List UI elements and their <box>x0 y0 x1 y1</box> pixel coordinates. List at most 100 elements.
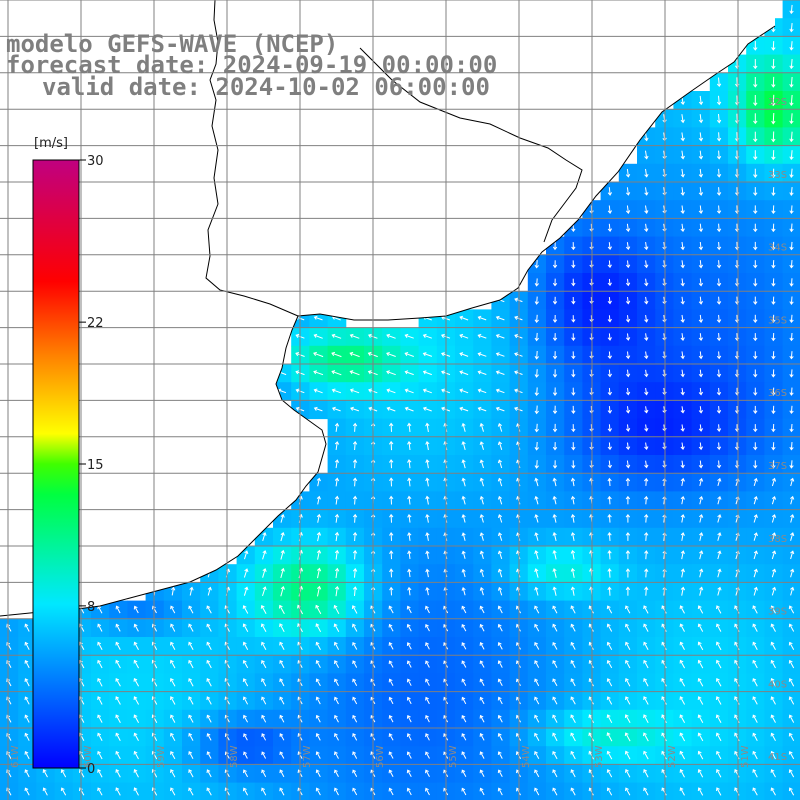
wind-arrow <box>607 513 612 523</box>
wind-arrow <box>770 605 776 614</box>
colorbar-tick-label: 15 <box>87 458 104 473</box>
wind-arrow <box>352 733 358 741</box>
wind-arrow <box>716 677 722 687</box>
wind-arrow <box>479 422 484 432</box>
wind-arrow <box>552 423 558 433</box>
wind-arrow <box>133 696 140 705</box>
wind-arrow <box>570 586 576 596</box>
wind-arrow <box>715 696 722 705</box>
wind-arrow <box>260 623 267 632</box>
wind-arrow <box>717 586 722 596</box>
wind-arrow <box>607 495 612 505</box>
wind-arrow <box>334 459 340 469</box>
wind-arrow <box>170 677 176 687</box>
wind-arrow <box>133 659 140 669</box>
wind-arrow <box>789 314 794 324</box>
lat-label: 32S <box>768 97 787 108</box>
wind-arrow <box>42 769 48 778</box>
wind-arrow <box>698 351 704 360</box>
wind-arrow <box>497 769 503 778</box>
wind-arrow <box>570 605 576 614</box>
wind-arrow <box>278 604 285 615</box>
wind-arrow <box>534 532 539 541</box>
wind-arrow <box>406 714 412 723</box>
wind-arrow <box>571 351 576 360</box>
wind-arrow <box>788 750 795 760</box>
wind-arrow <box>699 586 704 596</box>
wind-arrow <box>97 714 103 723</box>
wind-arrow <box>680 296 685 305</box>
wind-arrow <box>497 660 503 668</box>
wind-arrow <box>171 586 176 596</box>
wind-arrow <box>534 623 540 632</box>
wind-arrow <box>680 114 685 124</box>
wind-arrow <box>788 769 795 778</box>
wind-arrow <box>716 314 722 323</box>
wind-arrow <box>170 750 176 760</box>
wind-arrow <box>497 514 503 523</box>
wind-arrow <box>497 550 503 560</box>
wind-arrow <box>315 678 321 687</box>
wind-arrow <box>261 787 267 796</box>
lat-label: 41S <box>768 752 787 763</box>
wind-arrow <box>389 513 394 523</box>
wind-arrow <box>716 77 722 88</box>
wind-arrow <box>243 751 248 759</box>
wind-arrow <box>680 532 685 541</box>
wind-arrow <box>570 623 576 632</box>
wind-arrow <box>425 495 430 505</box>
wind-arrow <box>260 604 267 614</box>
wind-arrow <box>133 605 139 614</box>
wind-arrow <box>552 623 558 632</box>
wind-arrow <box>644 351 649 360</box>
wind-arrow <box>552 387 558 396</box>
wind-arrow <box>425 422 430 432</box>
wind-arrow <box>534 769 540 778</box>
wind-arrow <box>552 714 558 723</box>
wind-arrow <box>461 441 466 451</box>
wind-arrow <box>552 696 558 705</box>
wind-arrow <box>315 769 321 778</box>
wind-arrow <box>334 769 339 778</box>
wind-arrow <box>461 769 467 778</box>
wind-arrow <box>789 223 794 233</box>
wind-arrow <box>461 642 467 650</box>
wind-arrow <box>753 113 758 125</box>
wind-arrow <box>643 787 649 796</box>
wind-arrow <box>717 477 722 487</box>
wind-arrow <box>206 605 212 614</box>
wind-arrow <box>406 751 412 759</box>
wind-arrow <box>42 787 48 796</box>
wind-arrow <box>789 41 794 51</box>
wind-arrow <box>789 460 794 469</box>
wind-arrow <box>698 424 704 432</box>
wind-arrow <box>352 660 358 668</box>
wind-arrow <box>680 369 685 378</box>
wind-arrow <box>407 550 412 560</box>
wind-arrow <box>680 260 685 269</box>
wind-arrow <box>625 333 631 341</box>
wind-arrow <box>315 660 321 669</box>
wind-arrow <box>479 787 485 796</box>
wind-arrow <box>607 532 612 541</box>
wind-arrow <box>771 405 776 415</box>
wind-arrow <box>206 733 212 741</box>
wind-arrow <box>607 297 612 305</box>
wind-arrow <box>752 732 758 742</box>
wind-arrow <box>790 568 795 578</box>
wind-arrow <box>407 422 412 432</box>
wind-arrow <box>771 131 776 143</box>
wind-arrow <box>570 750 576 760</box>
wind-arrow <box>534 332 539 342</box>
colorbar-gradient <box>32 159 80 769</box>
wind-arrow <box>607 205 613 214</box>
wind-arrow <box>497 732 503 741</box>
wind-arrow <box>425 459 430 469</box>
wind-arrow <box>625 387 631 396</box>
wind-arrow <box>534 423 539 433</box>
wind-arrow <box>133 750 139 760</box>
wind-arrow <box>717 550 722 560</box>
colorbar-tick-label: 0 <box>87 762 95 777</box>
wind-arrow <box>242 678 249 687</box>
wind-arrow <box>552 495 557 505</box>
